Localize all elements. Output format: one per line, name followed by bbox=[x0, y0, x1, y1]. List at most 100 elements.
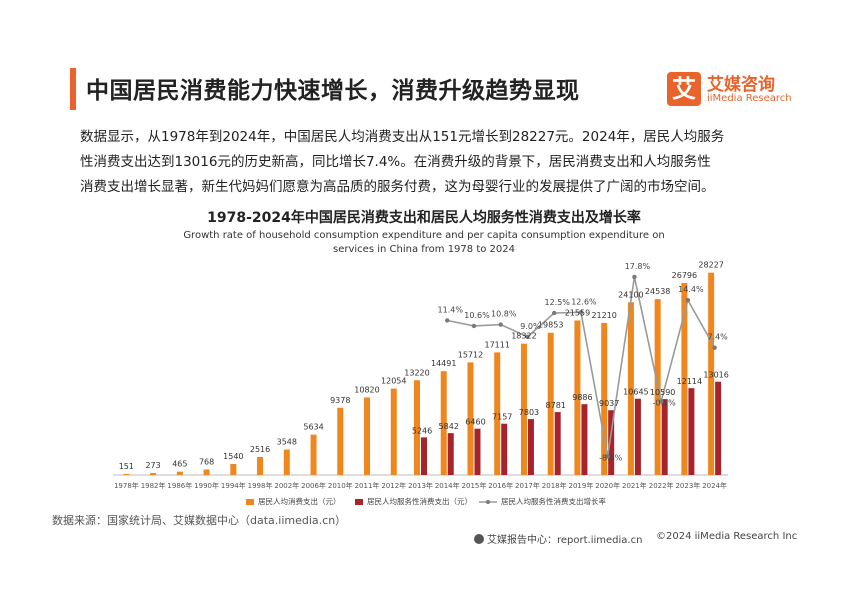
bar-consumption bbox=[337, 407, 344, 475]
bar-service-consumption bbox=[688, 388, 695, 475]
data-label-consumption: 21210 bbox=[591, 311, 616, 320]
bar-consumption bbox=[390, 388, 397, 475]
growth-rate-point bbox=[578, 310, 584, 315]
bar-service-consumption bbox=[421, 437, 427, 475]
data-label-service: 6460 bbox=[465, 418, 485, 427]
x-tick-label: 2022年 bbox=[649, 481, 674, 490]
data-label-consumption: 5634 bbox=[303, 423, 323, 432]
x-tick-label: 2016年 bbox=[488, 481, 513, 490]
x-tick-label: 2013年 bbox=[408, 481, 433, 490]
bar-service-consumption bbox=[527, 419, 534, 475]
data-label-service: 5246 bbox=[412, 426, 432, 435]
growth-rate-point bbox=[685, 297, 691, 303]
report-center-link[interactable]: 艾媒报告中心：report.iimedia.cn bbox=[474, 531, 642, 546]
bar-consumption bbox=[150, 473, 157, 475]
bar-consumption bbox=[520, 343, 527, 475]
x-tick-label: 2006年 bbox=[301, 481, 326, 490]
growth-rate-label: 14.4% bbox=[678, 285, 704, 294]
report-center-text: 艾媒报告中心：report.iimedia.cn bbox=[487, 535, 643, 546]
data-label-consumption: 17111 bbox=[484, 340, 509, 349]
growth-rate-point bbox=[525, 334, 530, 339]
bar-service-consumption bbox=[715, 381, 722, 475]
data-label-consumption: 2516 bbox=[250, 445, 270, 454]
report-center-icon bbox=[474, 534, 484, 544]
legend-label: 居民人均消费支出（元） bbox=[258, 496, 341, 506]
data-label-service: 8781 bbox=[546, 401, 566, 410]
data-label-consumption: 19853 bbox=[538, 321, 563, 330]
growth-rate-label: -0.5% bbox=[653, 398, 677, 407]
bar-consumption bbox=[310, 434, 317, 475]
bar-consumption bbox=[627, 302, 634, 475]
logo-english-name: iiMedia Research bbox=[707, 93, 792, 104]
data-label-service: 12114 bbox=[677, 377, 702, 386]
data-label-service: 9886 bbox=[572, 393, 592, 402]
bar-consumption bbox=[414, 380, 420, 475]
x-tick-label: 1982年 bbox=[141, 481, 166, 490]
data-label-consumption: 21559 bbox=[565, 308, 590, 317]
data-label-consumption: 465 bbox=[172, 460, 187, 469]
x-tick-label: 2015年 bbox=[462, 481, 487, 490]
bar-consumption bbox=[601, 322, 608, 475]
data-label-consumption: 28227 bbox=[698, 261, 723, 270]
data-label-service: 9037 bbox=[599, 399, 619, 408]
bar-consumption bbox=[123, 473, 130, 475]
data-label-service: 13016 bbox=[703, 371, 728, 380]
bar-service-consumption bbox=[501, 423, 508, 475]
summary-line: 性消费支出达到13016元的历史新高，同比增长7.4%。在消费升级的背景下，居民… bbox=[80, 154, 711, 170]
legend-label: 居民人均服务性消费支出（元） bbox=[367, 496, 472, 506]
summary-paragraph: 数据显示，从1978年到2024年，中国居民人均消费支出从151元增长到2822… bbox=[80, 125, 770, 200]
growth-rate-point bbox=[632, 274, 637, 280]
chart-subtitle: services in China from 1978 to 2024 bbox=[333, 244, 515, 255]
bar-service-consumption bbox=[581, 404, 588, 475]
data-label-consumption: 768 bbox=[199, 457, 214, 466]
x-tick-label: 2014年 bbox=[435, 481, 460, 490]
growth-rate-label: 9.0% bbox=[520, 322, 541, 331]
legend-label: 居民人均服务性消费支出增长率 bbox=[501, 496, 606, 506]
bar-service-consumption bbox=[474, 428, 481, 475]
data-label-consumption: 14491 bbox=[431, 359, 456, 368]
bar-consumption bbox=[494, 352, 501, 475]
x-tick-label: 1986年 bbox=[167, 481, 192, 490]
x-tick-label: 2018年 bbox=[542, 481, 567, 490]
growth-rate-label: -8.6% bbox=[599, 453, 623, 462]
x-tick-label: 1978年 bbox=[114, 481, 139, 490]
copyright-text: ©2024 iiMedia Research Inc bbox=[656, 531, 798, 542]
title-accent-bar bbox=[70, 68, 76, 110]
bar-consumption bbox=[176, 471, 183, 475]
logo-mark-icon: 艾 bbox=[667, 72, 701, 106]
growth-rate-point bbox=[658, 399, 664, 404]
growth-rate-label: 12.6% bbox=[571, 297, 597, 306]
data-label-consumption: 10820 bbox=[354, 385, 379, 394]
bar-consumption bbox=[681, 282, 688, 475]
data-label-consumption: 9378 bbox=[330, 396, 350, 405]
growth-rate-point bbox=[712, 345, 717, 350]
x-tick-label: 2011年 bbox=[355, 481, 380, 490]
data-label-consumption: 151 bbox=[119, 462, 134, 471]
bar-consumption bbox=[283, 449, 290, 475]
legend-swatch-consumption bbox=[246, 499, 254, 505]
data-label-service: 10590 bbox=[650, 388, 675, 397]
bar-consumption bbox=[364, 397, 371, 475]
data-label-consumption: 12054 bbox=[381, 377, 406, 386]
growth-rate-label: 17.8% bbox=[625, 262, 651, 271]
growth-rate-point bbox=[605, 454, 610, 459]
summary-line: 消费支出增长显著，新生代妈妈们愿意为高品质的服务付费，这为母婴行业的发展提供了广… bbox=[80, 179, 715, 195]
x-tick-label: 2024年 bbox=[702, 481, 727, 490]
data-label-consumption: 24100 bbox=[618, 290, 643, 299]
legend-marker-growth bbox=[486, 500, 490, 504]
bar-service-consumption bbox=[554, 412, 561, 475]
growth-rate-label: 7.4% bbox=[707, 333, 728, 342]
x-tick-label: 2017年 bbox=[515, 481, 540, 490]
legend-swatch-service bbox=[355, 499, 363, 505]
x-tick-label: 1994年 bbox=[221, 481, 246, 490]
x-tick-label: 2002年 bbox=[274, 481, 299, 490]
growth-rate-point bbox=[471, 323, 477, 329]
data-label-consumption: 26796 bbox=[672, 271, 697, 280]
x-tick-label: 2021年 bbox=[622, 481, 647, 490]
growth-rate-label: 12.5% bbox=[544, 298, 570, 307]
data-label-service: 10645 bbox=[623, 388, 648, 397]
logo-chinese-name: 艾媒咨询 bbox=[707, 75, 775, 95]
x-tick-label: 2023年 bbox=[675, 481, 700, 490]
x-tick-label: 1998年 bbox=[248, 481, 273, 490]
